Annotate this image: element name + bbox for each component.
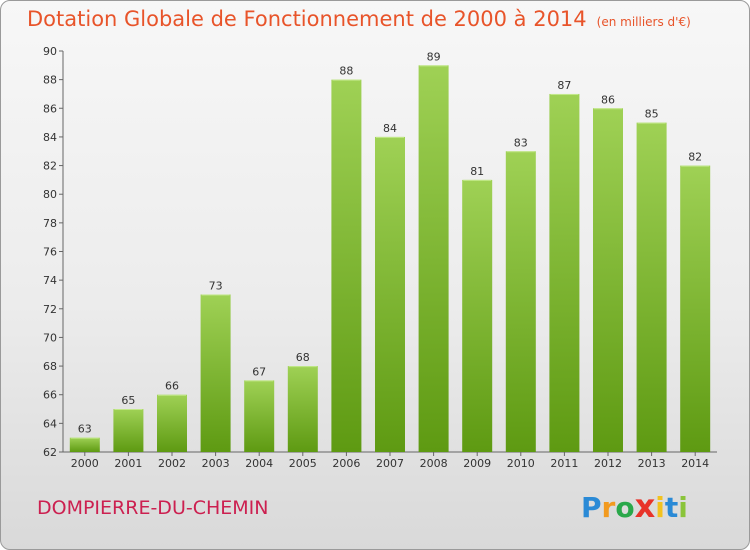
bar [244,380,275,452]
value-label: 81 [470,165,484,178]
logo-letter: P [581,491,602,524]
x-tick-label: 2003 [202,457,230,470]
y-tick-label: 66 [43,389,57,402]
x-tick-label: 2009 [463,457,491,470]
y-tick-label: 84 [43,131,57,144]
bar [331,79,362,453]
bar [636,122,667,452]
y-tick-label: 78 [43,217,57,230]
bar [287,366,318,452]
y-tick-label: 70 [43,331,57,344]
value-label: 68 [296,351,310,364]
x-tick-label: 2014 [681,457,709,470]
x-tick-label: 2010 [507,457,535,470]
proxiti-logo: Proxiti [581,487,688,525]
y-tick-label: 80 [43,188,57,201]
x-tick-label: 2011 [550,457,578,470]
value-label: 87 [557,79,571,92]
y-tick-label: 62 [43,446,57,459]
value-label: 73 [209,279,223,292]
bar [462,179,493,452]
y-tick-label: 68 [43,360,57,373]
bars [69,65,711,453]
value-label: 88 [339,65,353,78]
y-tick-label: 64 [43,417,57,430]
bar [593,108,623,453]
x-tick-label: 2000 [71,457,99,470]
logo-letter: t [664,491,679,524]
bar [680,165,711,453]
bar [157,394,187,452]
x-tick-label: 2013 [638,457,666,470]
x-tick-label: 2005 [289,457,317,470]
x-tick-label: 2008 [420,457,448,470]
value-label: 65 [121,394,135,407]
x-tick-label: 2007 [376,457,404,470]
chart-title: Dotation Globale de Fonctionnement de 20… [27,7,691,31]
value-labels: 63 65 66 73 67 68 88 84 89 81 83 87 86 85 82 [78,50,702,435]
logo-letter: i [655,491,665,524]
logo-letter: r [601,491,616,524]
title-text: Dotation Globale de Fonctionnement de 20… [27,7,587,31]
bar [375,136,405,452]
x-tick-label: 2006 [332,457,360,470]
bar [200,294,231,452]
value-label: 84 [383,122,397,135]
logo-letter: x [634,487,656,525]
value-label: 83 [514,136,528,149]
value-label: 85 [645,108,659,121]
axes: 62 64 66 68 70 72 74 76 78 80 82 84 86 88 90 2000 2001 20… [43,45,717,470]
value-label: 66 [165,380,179,393]
y-tick-label: 76 [43,246,57,259]
bar [113,409,144,452]
value-label: 89 [427,50,441,63]
y-tick-label: 88 [43,74,57,87]
bar [69,437,100,452]
value-label: 67 [252,365,266,378]
bar [505,151,536,452]
logo-letter: i [678,491,688,524]
x-tick-label: 2012 [594,457,622,470]
x-tick-label: 2004 [245,457,273,470]
unit-label: (en milliers d'€) [596,15,691,29]
value-label: 63 [78,423,92,436]
y-tick-label: 74 [43,274,57,287]
y-tick-label: 72 [43,303,57,316]
y-tick-label: 90 [43,45,57,58]
x-tick-label: 2002 [158,457,186,470]
bar [418,65,449,453]
logo-letter: o [615,491,635,524]
bar [549,93,580,452]
value-label: 82 [688,151,702,164]
commune-name: DOMPIERRE-DU-CHEMIN [37,497,269,519]
y-tick-label: 86 [43,102,57,115]
x-tick-label: 2001 [114,457,142,470]
value-label: 86 [601,93,615,106]
y-tick-label: 82 [43,160,57,173]
